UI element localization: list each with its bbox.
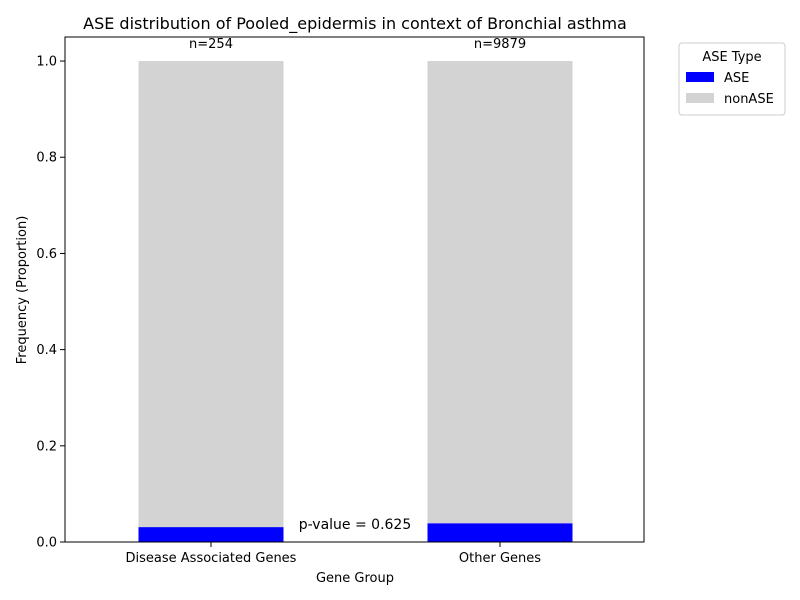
y-tick-label: 0.6 [36, 247, 57, 262]
y-axis: 0.0 0.2 0.4 0.6 0.8 1.0 [36, 55, 65, 551]
count-labels: n=254 n=9879 [189, 37, 526, 52]
y-tick-label: 0.0 [36, 536, 57, 551]
legend: ASE Type ASE nonASE [678, 42, 786, 116]
y-tick-label: 0.4 [36, 343, 57, 358]
x-axis: Disease Associated Genes Other Genes [126, 542, 541, 566]
p-value-annotation: p-value = 0.625 [299, 517, 412, 533]
x-tick-label: Other Genes [459, 551, 541, 566]
count-label-1: n=9879 [474, 37, 526, 52]
y-tick-label: 1.0 [36, 55, 57, 70]
y-tick-label: 0.8 [36, 151, 57, 166]
y-tick-label: 0.2 [36, 439, 57, 454]
bar-ase-0 [138, 527, 284, 542]
legend-swatch-nonase [686, 93, 714, 103]
bars-layer [138, 61, 573, 542]
plot-frame [64, 36, 645, 543]
count-label-0: n=254 [189, 37, 233, 52]
legend-label-nonase: nonASE [724, 92, 774, 107]
legend-label-ase: ASE [724, 71, 749, 86]
x-axis-label: Gene Group [316, 571, 394, 586]
y-axis-label: Frequency (Proportion) [15, 216, 30, 365]
bar-nonase-1 [427, 61, 573, 524]
bar-ase-1 [427, 523, 573, 542]
x-tick-label: Disease Associated Genes [126, 551, 297, 566]
chart-title: ASE distribution of Pooled_epidermis in … [83, 14, 627, 34]
legend-title: ASE Type [702, 50, 761, 65]
bar-nonase-0 [138, 61, 284, 528]
legend-swatch-ase [686, 72, 714, 82]
